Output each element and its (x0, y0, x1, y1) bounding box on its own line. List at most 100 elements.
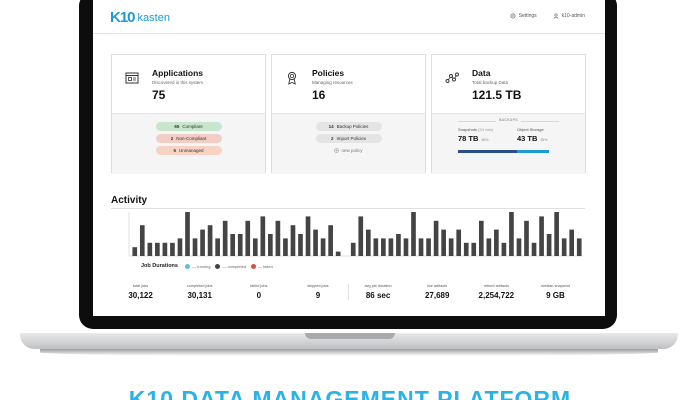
activity-bar[interactable] (215, 238, 220, 256)
activity-chart (128, 212, 583, 257)
laptop-shadow (40, 349, 658, 356)
activity-bar[interactable] (207, 225, 213, 256)
settings-link[interactable]: Settings (510, 13, 537, 19)
activity-bar[interactable] (569, 229, 575, 256)
user-icon (553, 13, 559, 19)
new-policy-button[interactable]: new policy (334, 148, 363, 153)
activity-bar[interactable] (539, 216, 544, 256)
activity-bar[interactable] (170, 242, 175, 256)
activity-bar[interactable] (509, 212, 514, 256)
activity-bar[interactable] (222, 220, 228, 256)
policies-card[interactable]: Policies Managing resources 16 14 Backup… (271, 54, 426, 174)
activity-bar[interactable] (237, 234, 243, 256)
activity-bar[interactable] (290, 225, 296, 256)
activity-bar[interactable] (403, 238, 409, 256)
stat-label: median snapshot (540, 284, 570, 288)
activity-bar[interactable] (561, 238, 567, 256)
activity-bar[interactable] (531, 242, 537, 256)
activity-bar[interactable] (411, 212, 416, 256)
snapshots-meta: (34 vols) (478, 127, 494, 132)
activity-bar[interactable] (546, 234, 552, 256)
activity-bar[interactable] (501, 242, 507, 256)
activity-bar[interactable] (381, 238, 386, 256)
activity-bar[interactable] (162, 242, 168, 256)
compliant-pill[interactable]: 65 Compliant (155, 122, 222, 131)
activity-bar[interactable] (441, 229, 446, 256)
activity-bar[interactable] (155, 242, 160, 256)
activity-bar[interactable] (185, 212, 190, 256)
activity-bar[interactable] (200, 229, 205, 256)
activity-bar[interactable] (147, 242, 153, 256)
user-menu[interactable]: k10-admin (553, 13, 585, 19)
snapshots-value: 78 TB (458, 134, 479, 143)
banner-title: K10 DATA MANAGEMENT PLATFORM (128, 386, 572, 400)
activity-bar[interactable] (433, 220, 439, 256)
stat-label: retired artifacts (483, 284, 509, 288)
activity-bar[interactable] (516, 238, 522, 256)
network-nodes-icon (445, 72, 459, 83)
data-card-summary: Data Total backup Data 121.5 TB (432, 55, 585, 113)
snapshots-bar-fill (458, 150, 518, 153)
activity-bar[interactable] (494, 229, 499, 256)
stat-value: 86 sec (365, 291, 391, 300)
activity-bar[interactable] (275, 220, 281, 256)
activity-bar[interactable] (260, 216, 266, 256)
brand-logo[interactable]: K10 kasten (110, 9, 170, 26)
activity-bar[interactable] (448, 238, 454, 256)
object-storage-value: 43 TB (517, 134, 538, 143)
activity-bar[interactable] (192, 238, 198, 256)
activity-bar[interactable] (268, 234, 273, 256)
activity-bar[interactable] (388, 238, 394, 256)
policies-subtitle: Managing resources (312, 80, 353, 85)
legend-completed[interactable]: — completed (215, 263, 247, 269)
applications-card[interactable]: Applications Discovered in this system 7… (111, 54, 266, 174)
activity-title: Activity (111, 195, 148, 206)
activity-bar[interactable] (132, 247, 138, 256)
backup-policies-label: Backup Policies (336, 124, 369, 129)
activity-bar[interactable] (328, 225, 333, 256)
activity-bar[interactable] (320, 238, 326, 256)
activity-bar[interactable] (305, 216, 311, 256)
activity-bar[interactable] (471, 242, 477, 256)
backup-policies-pill[interactable]: 14 Backup Policies (315, 122, 382, 131)
activity-bar[interactable] (313, 229, 318, 256)
activity-bar[interactable] (554, 212, 559, 256)
non-compliant-pill[interactable]: 2 Non-Compliant (155, 134, 222, 143)
stat-value: 9 GB (546, 291, 565, 300)
activity-bar[interactable] (230, 234, 236, 256)
activity-bar[interactable] (283, 238, 288, 256)
activity-bar[interactable] (456, 229, 462, 256)
activity-bar[interactable] (350, 242, 356, 256)
activity-bar[interactable] (418, 238, 424, 256)
legend-completed-label: — completed (222, 263, 247, 269)
new-policy-label: new policy (341, 148, 363, 153)
non-compliant-label: Non-Compliant (176, 136, 207, 141)
legend-failed[interactable]: — failed (251, 263, 273, 269)
import-policies-pill[interactable]: 2 Import Policies (315, 134, 382, 143)
unmanaged-pill[interactable]: 5 Unmanaged (155, 146, 222, 155)
activity-bar[interactable] (396, 234, 401, 256)
legend-running[interactable]: — running (184, 263, 210, 269)
laptop-base (20, 333, 678, 349)
activity-bar[interactable] (365, 229, 371, 256)
activity-bar[interactable] (373, 238, 379, 256)
activity-bar[interactable] (463, 242, 469, 256)
activity-bar[interactable] (524, 220, 529, 256)
activity-bar[interactable] (252, 238, 258, 256)
data-card-details: BACKUPS Snapshots (34 vols) 78 TB 65% Obj… (432, 113, 585, 174)
activity-bar[interactable] (358, 216, 364, 256)
stat-label: total jobs (132, 284, 149, 288)
activity-bar[interactable] (426, 238, 431, 256)
activity-bar[interactable] (486, 238, 492, 256)
object-storage-percent: 35% (540, 138, 548, 142)
activity-bar[interactable] (335, 251, 341, 256)
data-card[interactable]: Data Total backup Data 121.5 TB BACKUPS … (431, 54, 586, 174)
activity-bar[interactable] (576, 238, 582, 256)
activity-bar[interactable] (478, 220, 484, 256)
stat-label: skipped jobs (307, 284, 329, 288)
activity-bar[interactable] (298, 234, 303, 256)
stat-avg-job-duration: avg job duration 86 sec (349, 284, 408, 300)
activity-bar[interactable] (245, 220, 251, 256)
activity-bar[interactable] (177, 238, 183, 256)
activity-bar[interactable] (139, 225, 145, 256)
